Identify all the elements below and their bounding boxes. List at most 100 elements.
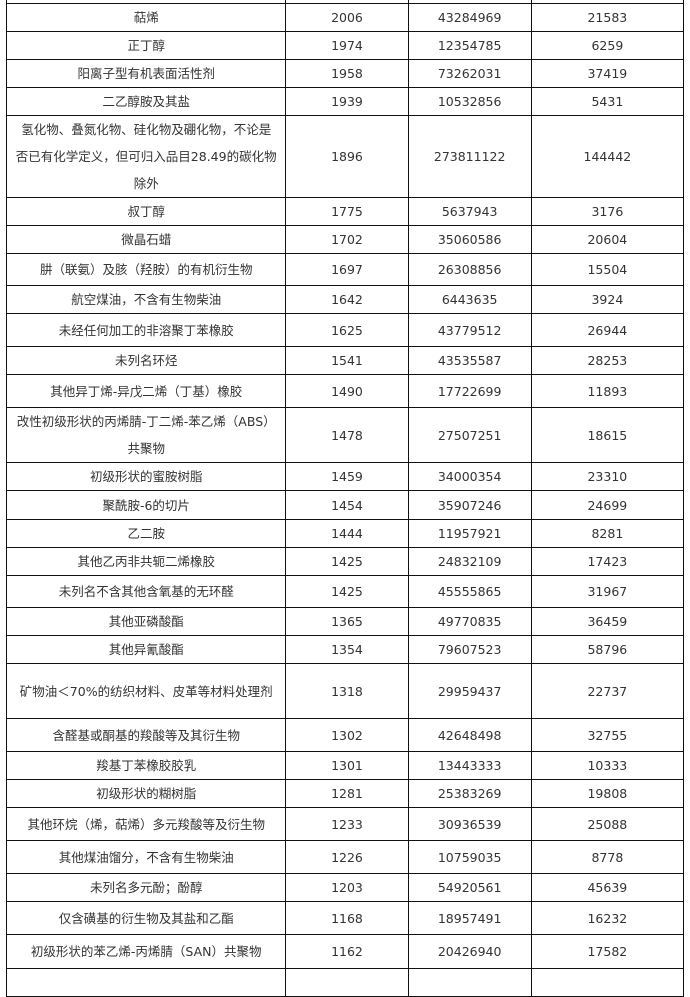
- product-name-cell: 其他乙丙非共轭二烯橡胶: [5, 547, 287, 576]
- count-cell: 1168: [285, 901, 409, 935]
- table-row: 微晶石蜡 1702 35060586 20604: [5, 225, 685, 254]
- table-row: 羧基丁苯橡胶胶乳 1301 13443333 10333: [5, 751, 685, 780]
- count-cell: 1974: [285, 31, 409, 60]
- amount-cell: 54920561: [407, 873, 532, 902]
- amount-cell: 25383269: [407, 779, 532, 808]
- amount-cell: 12354785: [407, 31, 532, 60]
- table-row-partial: [5, 968, 685, 997]
- quantity-cell: 28253: [530, 346, 685, 375]
- table-cell: [285, 968, 409, 997]
- quantity-cell: 16232: [530, 901, 685, 935]
- quantity-cell: 20604: [530, 225, 685, 254]
- table-row: 初级形状的苯乙烯-丙烯腈（SAN）共聚物 1162 20426940 17582: [5, 934, 685, 969]
- product-name-cell: 肼（联氨）及胲（羟胺）的有机衍生物: [5, 253, 287, 286]
- quantity-cell: 26944: [530, 313, 685, 347]
- amount-cell: 35060586: [407, 225, 532, 254]
- table-row: 其他异氰酸酯 1354 79607523 58796: [5, 635, 685, 664]
- quantity-cell: 36459: [530, 607, 685, 636]
- count-cell: 1775: [285, 197, 409, 226]
- amount-cell: 29959437: [407, 663, 532, 719]
- quantity-cell: 11893: [530, 374, 685, 408]
- product-name-cell: 未列名环烃: [5, 346, 287, 375]
- count-cell: 1318: [285, 663, 409, 719]
- amount-cell: 10532856: [407, 87, 532, 116]
- product-name-cell: 矿物油＜70%的纺织材料、皮革等材料处理剂: [5, 663, 287, 719]
- amount-cell: 43284969: [407, 3, 532, 32]
- amount-cell: 45555865: [407, 575, 532, 608]
- count-cell: 1478: [285, 407, 409, 463]
- product-name-cell: 微晶石蜡: [5, 225, 287, 254]
- table-row: 叔丁醇 1775 5637943 3176: [5, 197, 685, 226]
- product-name-cell: 改性初级形状的丙烯腈-丁二烯-苯乙烯（ABS）共聚物: [5, 407, 287, 463]
- amount-cell: 11957921: [407, 519, 532, 548]
- table-row: 矿物油＜70%的纺织材料、皮革等材料处理剂 1318 29959437 22737: [5, 663, 685, 719]
- table-row: 未列名环烃 1541 43535587 28253: [5, 346, 685, 375]
- table-row: 未列名多元酚；酚醇 1203 54920561 45639: [5, 873, 685, 902]
- amount-cell: 5637943: [407, 197, 532, 226]
- quantity-cell: 3924: [530, 285, 685, 314]
- table-row: 聚酰胺-6的切片 1454 35907246 24699: [5, 490, 685, 520]
- count-cell: 1302: [285, 718, 409, 752]
- product-name-cell: 氢化物、叠氮化物、硅化物及硼化物，不论是否已有化学定义，但可归入品目28.49的…: [5, 115, 287, 198]
- count-cell: 1939: [285, 87, 409, 116]
- count-cell: 2006: [285, 3, 409, 32]
- count-cell: 1425: [285, 575, 409, 608]
- table-row: 其他煤油馏分，不含有生物柴油 1226 10759035 8778: [5, 840, 685, 874]
- count-cell: 1541: [285, 346, 409, 375]
- product-name-cell: 叔丁醇: [5, 197, 287, 226]
- quantity-cell: 58796: [530, 635, 685, 664]
- count-cell: 1425: [285, 547, 409, 576]
- table-row: 其他异丁烯-异戊二烯（丁基）橡胶 1490 17722699 11893: [5, 374, 685, 408]
- amount-cell: 10759035: [407, 840, 532, 874]
- amount-cell: 35907246: [407, 490, 532, 520]
- product-name-cell: 萜烯: [5, 3, 287, 32]
- amount-cell: 49770835: [407, 607, 532, 636]
- count-cell: 1490: [285, 374, 409, 408]
- count-cell: 1281: [285, 779, 409, 808]
- count-cell: 1203: [285, 873, 409, 902]
- table-row: 二乙醇胺及其盐 1939 10532856 5431: [5, 87, 685, 116]
- product-name-cell: 未列名多元酚；酚醇: [5, 873, 287, 902]
- table-body: 萜烯 2006 43284969 21583 正丁醇 1974 12354785 6259 阳离…: [5, 0, 685, 997]
- product-name-cell: 阳离子型有机表面活性剂: [5, 59, 287, 88]
- quantity-cell: 37419: [530, 59, 685, 88]
- table-row: 航空煤油，不含有生物柴油 1642 6443635 3924: [5, 285, 685, 314]
- amount-cell: 30936539: [407, 807, 532, 841]
- table-row: 氢化物、叠氮化物、硅化物及硼化物，不论是否已有化学定义，但可归入品目28.49的…: [5, 115, 685, 198]
- count-cell: 1301: [285, 751, 409, 780]
- table-row: 初级形状的糊树脂 1281 25383269 19808: [5, 779, 685, 808]
- count-cell: 1459: [285, 462, 409, 491]
- product-name-cell: 初级形状的蜜胺树脂: [5, 462, 287, 491]
- count-cell: 1896: [285, 115, 409, 198]
- product-name-cell: 仅含磺基的衍生物及其盐和乙酯: [5, 901, 287, 935]
- amount-cell: 18957491: [407, 901, 532, 935]
- table-row: 未列名不含其他含氧基的无环醛 1425 45555865 31967: [5, 575, 685, 608]
- quantity-cell: 25088: [530, 807, 685, 841]
- table-row: 未经任何加工的非溶聚丁苯橡胶 1625 43779512 26944: [5, 313, 685, 347]
- product-name-cell: 正丁醇: [5, 31, 287, 60]
- quantity-cell: 45639: [530, 873, 685, 902]
- product-name-cell: 二乙醇胺及其盐: [5, 87, 287, 116]
- product-name-cell: 初级形状的苯乙烯-丙烯腈（SAN）共聚物: [5, 934, 287, 969]
- product-name-cell: 其他煤油馏分，不含有生物柴油: [5, 840, 287, 874]
- amount-cell: 27507251: [407, 407, 532, 463]
- product-name-cell: 未经任何加工的非溶聚丁苯橡胶: [5, 313, 287, 347]
- count-cell: 1162: [285, 934, 409, 969]
- amount-cell: 20426940: [407, 934, 532, 969]
- table-row: 其他亚磷酸酯 1365 49770835 36459: [5, 607, 685, 636]
- quantity-cell: 19808: [530, 779, 685, 808]
- product-name-cell: 羧基丁苯橡胶胶乳: [5, 751, 287, 780]
- count-cell: 1642: [285, 285, 409, 314]
- amount-cell: 24832109: [407, 547, 532, 576]
- table-row: 仅含磺基的衍生物及其盐和乙酯 1168 18957491 16232: [5, 901, 685, 935]
- count-cell: 1702: [285, 225, 409, 254]
- count-cell: 1697: [285, 253, 409, 286]
- product-name-cell: 乙二胺: [5, 519, 287, 548]
- table-row: 改性初级形状的丙烯腈-丁二烯-苯乙烯（ABS）共聚物 1478 27507251 18…: [5, 407, 685, 463]
- quantity-cell: 3176: [530, 197, 685, 226]
- quantity-cell: 18615: [530, 407, 685, 463]
- count-cell: 1454: [285, 490, 409, 520]
- quantity-cell: 24699: [530, 490, 685, 520]
- product-name-cell: 初级形状的糊树脂: [5, 779, 287, 808]
- quantity-cell: 144442: [530, 115, 685, 198]
